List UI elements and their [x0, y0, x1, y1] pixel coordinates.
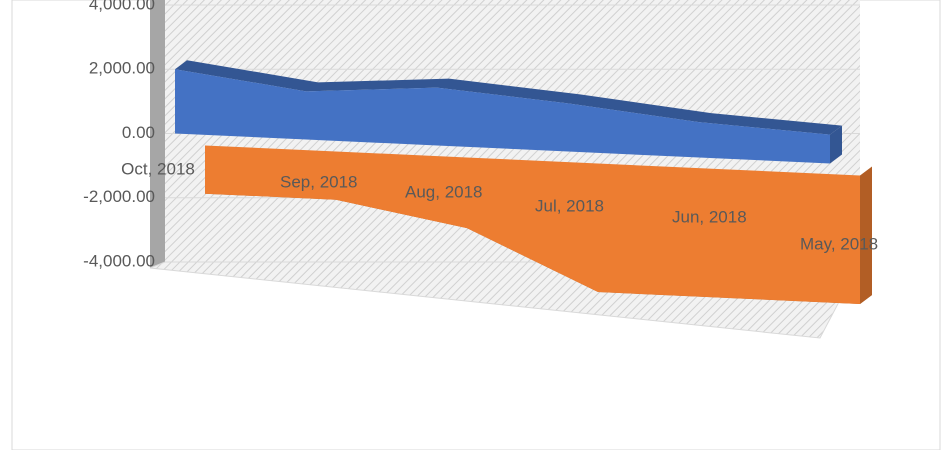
y-tick-label: 2,000.00	[89, 59, 155, 78]
area	[205, 145, 860, 304]
y-tick-label: -4,000.00	[83, 251, 155, 270]
x-tick-label: Aug, 2018	[405, 182, 483, 201]
x-tick-label: Oct, 2018	[121, 159, 195, 178]
y-tick-label: 4,000.00	[89, 0, 155, 13]
x-tick-label: May, 2018	[800, 234, 878, 253]
x-tick-label: Jun, 2018	[672, 207, 747, 226]
x-tick-label: Sep, 2018	[280, 172, 358, 191]
y-tick-label: 0.00	[122, 123, 155, 142]
side-wall	[150, 0, 165, 268]
y-tick-label: -2,000.00	[83, 187, 155, 206]
area-depth	[175, 60, 842, 135]
area-side	[830, 125, 842, 164]
area	[175, 69, 830, 164]
area-side	[860, 166, 872, 304]
x-tick-label: Jul, 2018	[535, 196, 604, 215]
